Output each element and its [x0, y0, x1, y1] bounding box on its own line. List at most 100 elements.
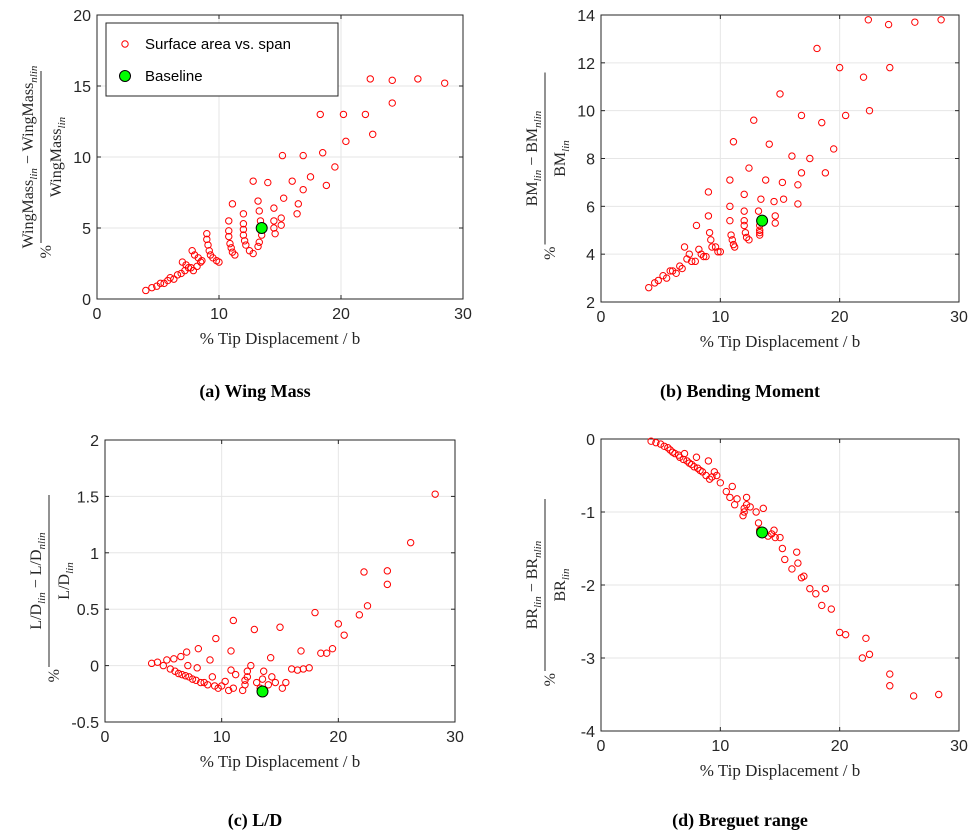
data-point — [660, 442, 668, 450]
data-point — [727, 231, 735, 239]
data-point — [865, 650, 874, 659]
data-point — [239, 210, 248, 218]
data-point — [821, 584, 830, 593]
data-point — [865, 106, 874, 115]
data-point — [740, 216, 748, 225]
data-point — [319, 149, 327, 157]
data-point — [166, 274, 174, 282]
chart-panel-4: 0 10 20 30 -4 -3 -2 -1 0 % Tip Displacement / b% B… — [524, 432, 968, 831]
x-tick-label: 30 — [950, 738, 968, 755]
data-point — [163, 656, 171, 664]
data-point — [156, 279, 165, 288]
data-point — [858, 654, 867, 662]
legend-label: Baseline — [145, 68, 203, 85]
data-point — [306, 173, 315, 181]
data-point — [841, 111, 850, 120]
x-tick-label: 0 — [93, 306, 102, 323]
data-point — [225, 227, 233, 235]
data-point — [662, 274, 671, 282]
data-point — [797, 169, 806, 177]
data-point — [754, 519, 763, 527]
x-tick-label: 20 — [332, 306, 350, 323]
data-point — [278, 684, 287, 692]
data-point — [203, 681, 212, 689]
data-point — [733, 495, 741, 503]
x-axis-label: % Tip Displacement / b — [700, 332, 861, 351]
y-tick-label: 2 — [90, 433, 99, 450]
x-tick-label: 10 — [711, 309, 729, 326]
y-label-denominator: BMlin — [552, 140, 572, 177]
data-point — [705, 228, 714, 237]
data-point — [776, 90, 784, 98]
y-tick-label: 0 — [82, 292, 91, 309]
data-point — [691, 257, 699, 266]
data-point — [193, 262, 201, 271]
series-surface-area — [147, 490, 439, 695]
data-point — [705, 475, 714, 483]
legend: Surface area vs. span Baseline — [105, 22, 339, 97]
y-tick-label: 6 — [586, 199, 595, 216]
data-point — [197, 258, 205, 266]
data-point — [702, 252, 710, 261]
data-point — [177, 652, 185, 661]
data-point — [770, 526, 778, 534]
data-point — [757, 195, 765, 203]
data-point — [800, 572, 808, 580]
data-point — [728, 482, 736, 491]
data-point — [886, 63, 894, 72]
data-point — [692, 453, 701, 461]
y-tick-label: 0.5 — [77, 602, 99, 619]
data-point — [217, 682, 226, 690]
x-tick-label: 20 — [329, 729, 347, 746]
data-point — [726, 493, 734, 502]
data-point — [148, 283, 156, 292]
data-point — [859, 73, 868, 81]
x-tick-label: 10 — [210, 306, 228, 323]
data-point — [812, 590, 820, 598]
data-point — [276, 623, 284, 631]
x-tick-label: 0 — [101, 729, 110, 746]
data-point — [360, 568, 368, 576]
data-point — [793, 548, 801, 556]
y-tick-label: -1 — [581, 505, 595, 522]
data-point — [862, 634, 870, 642]
y-tick-label: 2 — [586, 295, 595, 312]
y-label-numerator: BRlin − BRnlin — [524, 540, 544, 629]
data-point — [204, 241, 212, 249]
x-axis-label: % Tip Displacement / b — [200, 752, 361, 771]
data-point — [212, 634, 220, 643]
data-point — [756, 231, 764, 239]
y-label-percent: % — [542, 673, 559, 686]
data-point — [221, 677, 229, 686]
data-point — [226, 239, 234, 248]
data-point — [383, 567, 392, 575]
data-point — [818, 601, 826, 610]
data-point — [431, 490, 439, 498]
data-point — [297, 647, 305, 655]
data-point — [229, 684, 238, 692]
data-point — [239, 225, 248, 234]
data-point — [322, 181, 331, 190]
data-point — [690, 463, 698, 471]
y-tick-label: -0.5 — [71, 715, 99, 732]
data-point — [174, 669, 183, 678]
data-point — [745, 164, 753, 172]
data-point — [288, 177, 296, 185]
data-point — [258, 675, 267, 683]
data-point — [388, 76, 396, 85]
axes-box — [104, 439, 456, 723]
data-point — [205, 247, 213, 255]
data-point — [788, 565, 796, 573]
data-point — [740, 508, 748, 516]
y-axis-label: % BRlin − BRnlin BRlin — [524, 499, 572, 686]
data-point — [192, 676, 200, 684]
data-point — [687, 257, 696, 266]
x-tick-label: 20 — [831, 738, 849, 755]
data-point — [239, 231, 248, 239]
data-point — [250, 625, 259, 634]
chart-panel-2: 0 10 20 30 2 4 6 8 10 12 14 % Tip Displacement / b%… — [524, 8, 968, 402]
data-point — [311, 608, 319, 617]
data-point — [750, 116, 758, 124]
data-point — [189, 266, 198, 275]
